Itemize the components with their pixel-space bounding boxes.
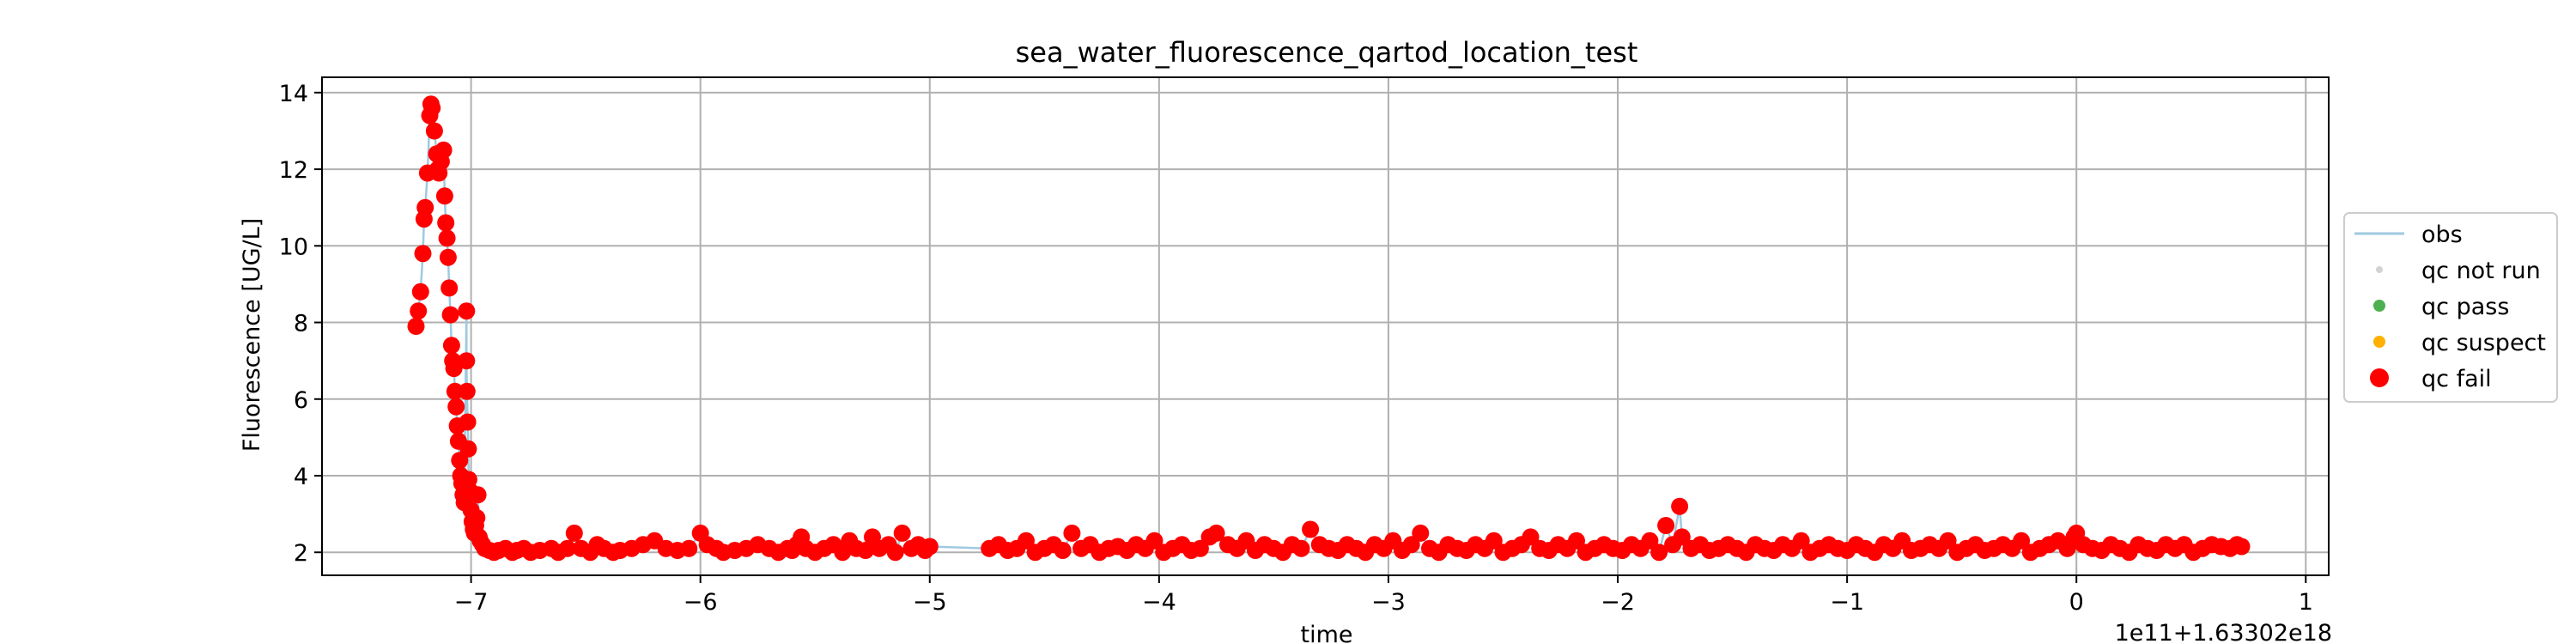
data-point-qc-fail: [1568, 532, 1585, 550]
data-point-qc-fail: [1145, 532, 1163, 550]
data-point-qc-fail: [1402, 536, 1420, 554]
plot-frame: [321, 76, 2330, 576]
data-point-qc-fail: [469, 486, 487, 504]
x-tick-label: −1: [1830, 589, 1864, 616]
data-point-qc-fail: [437, 214, 455, 232]
data-point-qc-fail: [1191, 539, 1209, 557]
data-point-qc-fail: [1302, 520, 1320, 538]
data-point-qc-fail: [468, 509, 486, 527]
data-point-qc-fail: [416, 198, 434, 216]
data-point-qc-fail: [1485, 532, 1503, 550]
legend-label-qc-pass: qc pass: [2421, 294, 2509, 320]
data-point-qc-fail: [2013, 532, 2031, 550]
data-point-qc-fail: [1641, 532, 1659, 550]
x-tick-label: 0: [2069, 589, 2084, 616]
legend-label-qc-suspect: qc suspect: [2421, 330, 2546, 356]
data-point-qc-fail: [458, 352, 476, 370]
data-point-qc-fail: [886, 544, 904, 562]
data-point-qc-fail: [458, 382, 476, 400]
data-point-qc-fail: [410, 302, 428, 320]
x-tick-label: 1: [2299, 589, 2313, 616]
data-point-qc-fail: [1412, 524, 1430, 542]
data-point-qc-fail: [434, 141, 453, 159]
legend-swatch-qc-suspect: [2373, 336, 2385, 348]
data-point-qc-fail: [857, 542, 874, 559]
data-point-qc-fail: [459, 413, 477, 431]
data-point-qc-fail: [1650, 544, 1668, 562]
data-point-qc-fail: [414, 245, 432, 263]
y-axis-ticks: 2 4 6 8 10 12 14: [279, 81, 322, 567]
data-point-qc-fail: [459, 440, 477, 458]
data-point-qc-fail: [1939, 532, 1957, 550]
data-point-qc-fail: [1054, 542, 1072, 559]
data-point-qc-fail: [680, 539, 698, 557]
data-point-qc-fail: [423, 99, 441, 117]
data-point-qc-fail: [411, 283, 429, 301]
legend-swatch-qc-not-run: [2376, 266, 2383, 273]
x-tick-label: −6: [683, 589, 718, 616]
legend-frame: [2343, 212, 2558, 403]
data-point-qc-fail: [447, 398, 465, 416]
series-line-obs: [415, 103, 2242, 555]
data-point-qc-fail: [435, 187, 453, 205]
data-point-qc-fail: [1522, 528, 1540, 546]
legend-label-obs: obs: [2421, 222, 2463, 248]
y-axis-label: Fluorescence [UG/L]: [239, 218, 265, 452]
data-point-qc-fail: [438, 229, 456, 247]
data-point-qc-fail: [565, 524, 583, 542]
x-axis-offset-label: 1e11+1.63302e18: [2115, 620, 2332, 644]
legend-swatch-qc-pass: [2373, 300, 2385, 312]
legend-label-qc-not-run: qc not run: [2421, 258, 2541, 284]
data-point-qc-fail: [439, 248, 457, 266]
data-point-qc-fail: [1018, 532, 1035, 550]
data-point-qc-fail: [1063, 524, 1081, 542]
x-tick-label: −3: [1371, 589, 1406, 616]
y-tick-label: 14: [279, 81, 308, 107]
x-tick-label: −2: [1601, 589, 1635, 616]
data-point-qc-fail: [440, 279, 459, 297]
data-point-qc-fail: [920, 538, 939, 556]
data-point-qc-fail: [2233, 538, 2251, 556]
data-point-qc-fail: [446, 382, 464, 400]
data-point-qc-fail: [445, 360, 463, 378]
x-tick-label: −4: [1142, 589, 1176, 616]
x-axis-ticks: −7 −6 −5 −4 −3 −2 −1 0 1: [454, 575, 2313, 616]
series-points-qc-fail: [407, 95, 2251, 562]
x-tick-label: −5: [913, 589, 947, 616]
y-tick-label: 10: [279, 234, 308, 260]
data-point-qc-fail: [442, 337, 460, 355]
y-tick-label: 2: [294, 540, 308, 567]
y-tick-label: 12: [279, 157, 308, 184]
data-point-qc-fail: [893, 524, 911, 542]
legend: obs qc not run qc pass qc suspect qc fail: [2343, 212, 2558, 403]
data-point-qc-fail: [1673, 528, 1691, 546]
y-tick-label: 4: [294, 464, 308, 490]
data-point-qc-fail: [1792, 532, 1810, 550]
data-point-qc-fail: [458, 302, 476, 320]
data-point-qc-fail: [1671, 497, 1689, 515]
grid-lines: [322, 77, 2329, 575]
chart-title: sea_water_fluorescence_qartod_location_t…: [1016, 36, 1638, 69]
y-tick-label: 8: [294, 311, 308, 337]
data-point-qc-fail: [1292, 539, 1310, 557]
data-point-qc-fail: [407, 318, 425, 335]
data-point-qc-fail: [558, 539, 576, 557]
x-tick-label: −7: [454, 589, 489, 616]
data-point-qc-fail: [441, 306, 459, 324]
data-point-qc-fail: [1657, 517, 1675, 534]
x-axis-label: time: [1300, 622, 1352, 644]
data-point-qc-fail: [425, 122, 443, 140]
y-tick-label: 6: [294, 387, 308, 414]
legend-label-qc-fail: qc fail: [2421, 366, 2492, 392]
data-point-qc-fail: [1207, 524, 1225, 542]
legend-swatch-qc-fail: [2370, 368, 2389, 387]
